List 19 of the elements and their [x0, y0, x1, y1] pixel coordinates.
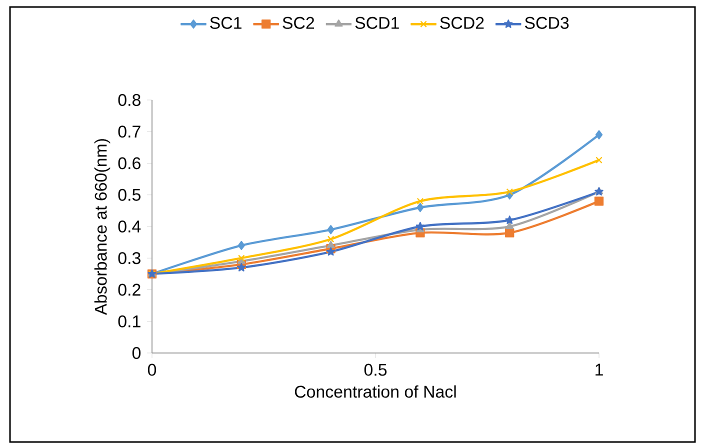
y-tick-label: 0.8 — [118, 94, 140, 106]
x-tick-label: 1 — [596, 364, 603, 376]
y-tick-label: 0.4 — [118, 220, 141, 232]
x-tick-label: 0 — [148, 364, 156, 376]
y-tick-label: 0.2 — [118, 284, 140, 296]
y-tick-label: 0 — [132, 346, 141, 359]
legend-label: SCD2 — [440, 16, 484, 29]
y-axis-title: Absorbance at 660(nm) — [94, 139, 110, 315]
y-tick-label: 0.5 — [118, 188, 140, 201]
legend-label: SC2 — [282, 16, 314, 29]
legend-label: SCD3 — [524, 16, 569, 29]
y-tick-label: 0.3 — [118, 252, 140, 264]
y-tick-label: 0.6 — [118, 157, 140, 170]
legend-label: SC1 — [210, 16, 242, 29]
y-tick-label: 0.7 — [118, 126, 140, 138]
y-tick-label: 0.1 — [118, 315, 140, 328]
x-tick-label: 0.5 — [364, 364, 387, 376]
x-axis-title: Concentration of Nacl — [294, 385, 456, 398]
legend-label: SCD1 — [355, 16, 399, 29]
